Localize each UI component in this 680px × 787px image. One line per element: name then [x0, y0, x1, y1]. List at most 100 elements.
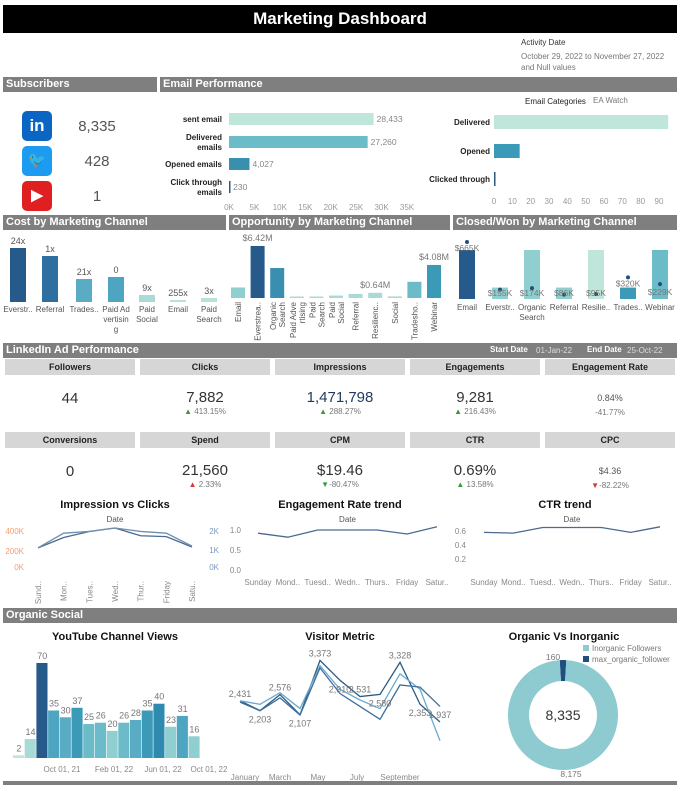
- opportunity-category-label: Social: [337, 302, 346, 324]
- x-tick-label: Wedn..: [335, 578, 360, 587]
- closed-won-marker: [626, 275, 630, 280]
- x-tick-label: Jun 01, 22: [144, 765, 182, 774]
- opportunity-category-label: Email: [234, 302, 243, 322]
- email-data-label: 28,433: [377, 114, 403, 124]
- cost-data-label: 9x: [142, 283, 152, 293]
- closed-won-bar: [620, 287, 636, 299]
- subscriber-count: 1: [92, 188, 102, 205]
- x-tick-label: 60: [600, 197, 609, 206]
- y-tick-label: 0.2: [455, 555, 467, 564]
- email-performance-header: Email Performance: [160, 77, 677, 92]
- x-tick-label: 90: [655, 197, 664, 206]
- youtube-data-label: 35: [49, 699, 59, 709]
- cost-data-label: 0: [113, 265, 118, 275]
- closed-won-data-label: $665K: [455, 243, 480, 253]
- kpi-value: $19.46: [317, 462, 363, 479]
- x-tick-label: March: [269, 773, 291, 782]
- closed-won-category-label: Trades..: [613, 303, 642, 312]
- category-label: Clicked through: [429, 175, 490, 184]
- linkedin-icon: in: [22, 111, 52, 141]
- start-date-value[interactable]: 01-Jan-22: [536, 346, 573, 355]
- kpi-change: 2.33%: [198, 480, 222, 489]
- cost-data-label: 1x: [45, 244, 55, 254]
- youtube-bar: [106, 730, 118, 758]
- kpi-value: 21,560: [182, 462, 228, 479]
- opportunity-bar: [368, 292, 383, 298]
- closed-won-category-label: Resilie..: [582, 303, 610, 312]
- opportunity-bar: [250, 245, 265, 298]
- cost-data-label: 21x: [77, 267, 92, 277]
- closed-won-data-label: $86K: [554, 288, 574, 298]
- x-axis-title: Date: [107, 515, 124, 524]
- y-tick-label: 200K: [5, 547, 24, 556]
- cost-category-label: Referral: [36, 305, 65, 314]
- cost-bar: [108, 277, 124, 302]
- x-tick-label: 5K: [250, 203, 260, 212]
- cost-header: Cost by Marketing Channel: [3, 215, 226, 230]
- email-category-label: Click through: [170, 178, 222, 187]
- email-bar: [229, 136, 368, 148]
- x-tick-label: Sunday: [470, 578, 497, 587]
- bottom-divider: [3, 781, 677, 785]
- cost-data-label: 24x: [11, 236, 26, 246]
- closed-won-bar: [459, 250, 475, 299]
- kpi-header: Spend: [140, 432, 270, 448]
- opportunity-category-label: Social: [391, 302, 400, 324]
- x-tick-label: Satur..: [425, 578, 448, 587]
- closed-won-header: Closed/Won by Marketing Channel: [453, 215, 677, 230]
- x-tick-label: 35K: [400, 203, 415, 212]
- visitor-line: [239, 664, 441, 741]
- start-date-label: Start Date: [490, 345, 528, 354]
- x-tick-label: Feb 01, 22: [95, 765, 134, 774]
- opportunity-category-label: Search: [317, 302, 326, 327]
- chart-title: Impression vs Clicks: [60, 499, 169, 511]
- opportunity-data-label: $4.08M: [419, 252, 449, 262]
- opportunity-data-label: $6.42M: [243, 233, 273, 243]
- youtube-data-label: 40: [154, 692, 164, 702]
- opportunity-data-label: $0.64M: [360, 280, 390, 290]
- closed-won-marker: [498, 287, 502, 292]
- chart-title: Engagement Rate trend: [278, 499, 401, 511]
- email-bar: [229, 158, 250, 170]
- closed-won-data-label: $320K: [616, 278, 641, 288]
- legend-label: max_organic_follower: [592, 655, 670, 664]
- cost-category-label: Social: [136, 315, 158, 324]
- x-tick-label: 10: [508, 197, 517, 206]
- closed-won-category-label: Search: [519, 313, 544, 322]
- activity-date-value[interactable]: October 29, 2022 to November 27, 2022: [521, 52, 665, 61]
- visitor-data-label: 2,431: [229, 689, 252, 699]
- cost-category-label: Paid: [201, 305, 217, 314]
- y-tick-label: 0.5: [230, 546, 242, 555]
- x-axis-title: Date: [564, 515, 581, 524]
- youtube-data-label: 16: [189, 724, 199, 734]
- visitor-line: [239, 666, 441, 721]
- closed-won-category-label: Everstr..: [485, 303, 514, 312]
- email-bar: [229, 181, 231, 193]
- closed-won-bar: [524, 250, 540, 299]
- closed-won-bar: [652, 250, 668, 299]
- visitor-data-label: 2,107: [289, 719, 312, 729]
- youtube-bar: [83, 724, 95, 758]
- youtube-data-label: 30: [61, 705, 71, 715]
- x-tick-label: September: [380, 773, 419, 782]
- arrow-up-icon: ▲: [184, 407, 195, 416]
- x-tick-label: 20K: [324, 203, 339, 212]
- twitter-icon: 🐦: [22, 146, 52, 176]
- closed-won-marker: [594, 292, 598, 296]
- youtube-bar: [13, 755, 25, 758]
- legend-label: Inorganic Followers: [592, 644, 661, 653]
- x-tick-label: 20: [526, 197, 535, 206]
- x-tick-label: Oct 01, 21: [44, 765, 81, 774]
- youtube-bar: [36, 663, 48, 758]
- end-date-value[interactable]: 25-Oct-22: [627, 346, 663, 355]
- x-tick-label: Thurs..: [589, 578, 614, 587]
- email-categories-filter[interactable]: EA Watch: [593, 96, 628, 105]
- opportunity-bar: [329, 295, 343, 298]
- opportunity-bar: [231, 287, 245, 298]
- x-tick-label: 40: [563, 197, 572, 206]
- visitor-data-label: 3,373: [309, 648, 332, 658]
- closed-won-marker: [562, 292, 566, 297]
- visitor-data-label: 2,531: [349, 685, 372, 695]
- x-tick-label: 0: [492, 197, 497, 206]
